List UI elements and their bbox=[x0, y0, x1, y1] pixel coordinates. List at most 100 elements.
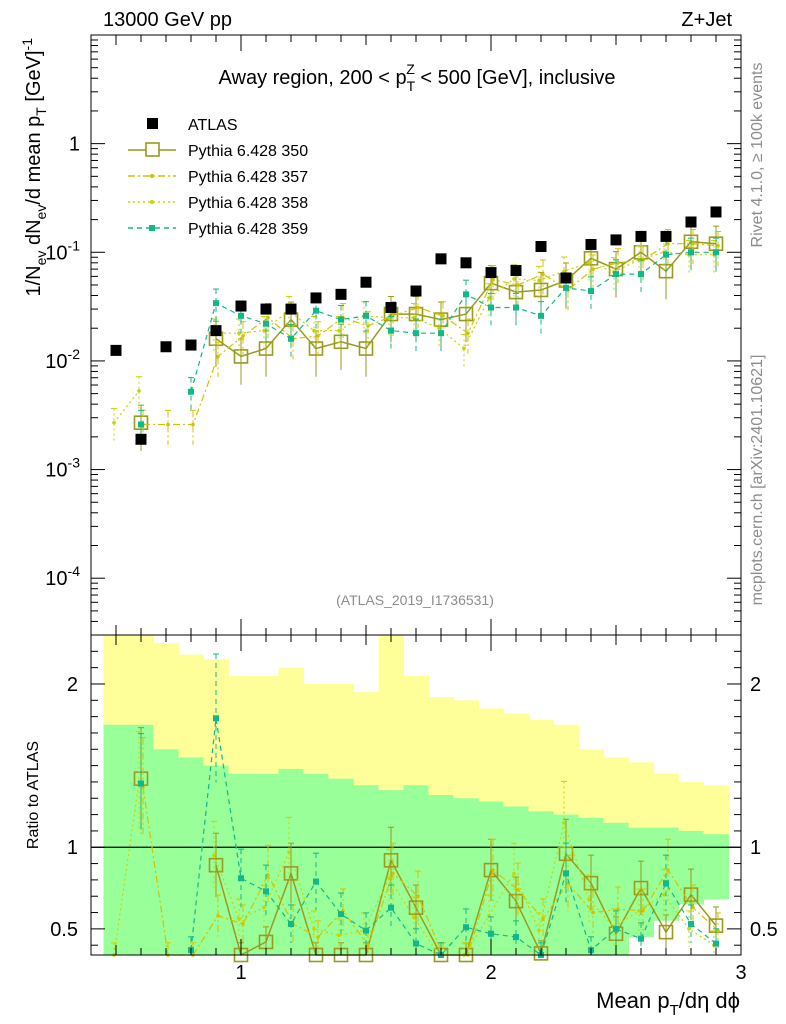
ratio-marker-s357-15 bbox=[491, 868, 495, 872]
legend-label-atlas: ATLAS bbox=[188, 117, 238, 134]
main-marker-atlas-11 bbox=[385, 302, 397, 314]
band-inner-bin-3 bbox=[178, 757, 204, 955]
main-marker-s359-15 bbox=[488, 304, 494, 311]
main-ytick-exp-0: -4 bbox=[68, 563, 81, 579]
ratio-marker-s350-16 bbox=[508, 893, 524, 909]
main-marker-s358-18 bbox=[562, 269, 566, 273]
main-marker-s357-13 bbox=[441, 314, 445, 318]
ratio-marker-s358-21 bbox=[637, 909, 641, 913]
mcplots-label: mcplots.cern.ch [arXiv:2401.10621] bbox=[749, 355, 766, 606]
ratio-marker-s357-16 bbox=[516, 887, 520, 892]
main-marker-s357-20 bbox=[616, 261, 620, 265]
ratio-line-s359-22 bbox=[190, 718, 717, 956]
ratio-xtick-label-2: 3 bbox=[735, 962, 746, 984]
ratio-marker-s358-11 bbox=[387, 876, 391, 881]
main-marker-s359-21 bbox=[638, 271, 644, 278]
ratio-marker-s350-19 bbox=[583, 875, 599, 891]
main-marker-atlas-20 bbox=[610, 234, 622, 246]
main-panel: 10-410-310-210-11 1/Nev dNev/d mean pT [… bbox=[19, 34, 742, 636]
ratio-line-s358-2 bbox=[113, 781, 140, 956]
ratio-marker-s359-14 bbox=[463, 924, 469, 931]
ratio-panel: 1 2 30.5 0.51 12 2 Ratio to ATLAS Mean pT/dη … bbox=[25, 634, 778, 1019]
ratio-marker-s357-4 bbox=[216, 914, 220, 918]
region-title-post: < 500 [GeV], inclusive bbox=[415, 67, 616, 89]
main-marker-s357-17 bbox=[541, 272, 545, 276]
main-marker-atlas-2 bbox=[160, 341, 172, 353]
ratio-marker-s357-23 bbox=[691, 905, 695, 910]
ratio-y-axis-label: Ratio to ATLAS bbox=[25, 741, 42, 849]
main-marker-s357-23 bbox=[691, 241, 695, 246]
legend-marker-atlas bbox=[147, 118, 158, 129]
main-ytick-base-3: 10 bbox=[45, 242, 67, 264]
band-inner-bin-17 bbox=[528, 811, 554, 955]
main-marker-s357-14 bbox=[466, 331, 470, 335]
region-title-sub: T bbox=[407, 78, 416, 94]
main-ytick-label-3: 10-1 bbox=[45, 237, 80, 264]
ratio-marker-s359-16 bbox=[513, 934, 519, 941]
main-marker-s357-3 bbox=[191, 422, 195, 427]
main-marker-s359-12 bbox=[413, 330, 419, 337]
main-ytick-label-0: 10-4 bbox=[45, 563, 80, 590]
main-ytick-label-2: 10-2 bbox=[45, 346, 80, 373]
main-ytick-exp-2: -2 bbox=[68, 346, 81, 362]
main-marker-atlas-5 bbox=[235, 300, 247, 312]
main-marker-atlas-10 bbox=[360, 276, 372, 288]
ratio-ticks: 1 2 30.5 0.51 12 2 bbox=[50, 635, 778, 984]
rivet-label: Rivet 4.1.0, ≥ 100k events bbox=[749, 63, 766, 248]
legend-marker-s357 bbox=[150, 174, 154, 178]
main-line-s357-24 bbox=[143, 243, 719, 426]
main-marker-s359-6 bbox=[263, 320, 269, 327]
region-title-pre: Away region, 200 < p bbox=[219, 67, 407, 89]
main-marker-s350-8 bbox=[308, 341, 324, 356]
main-ytick-label-1: 10-3 bbox=[45, 455, 80, 482]
main-marker-atlas-22 bbox=[660, 230, 672, 242]
band-inner-bin-0 bbox=[103, 724, 129, 955]
main-marker-s357-4 bbox=[216, 354, 220, 359]
main-marker-s358-8 bbox=[312, 328, 316, 333]
main-marker-s359-11 bbox=[388, 327, 394, 334]
ratio-marker-s350-4 bbox=[208, 857, 224, 873]
main-marker-atlas-17 bbox=[535, 241, 547, 253]
main-ylabel-c-sub: T bbox=[33, 107, 49, 116]
main-ylabel-b: dN bbox=[23, 219, 45, 250]
ratio-ytick-label-right-0: 0.5 bbox=[750, 919, 778, 941]
ratio-marker-s358-4 bbox=[212, 853, 216, 858]
ratio-marker-s359-7 bbox=[288, 920, 294, 927]
main-marker-atlas-4 bbox=[210, 325, 222, 337]
ratio-marker-s357-10 bbox=[366, 943, 370, 948]
main-marker-s359-19 bbox=[588, 288, 594, 295]
main-marker-s358-14 bbox=[462, 346, 466, 351]
ratio-marker-s359-11 bbox=[388, 904, 394, 911]
main-marker-atlas-3 bbox=[185, 339, 197, 351]
ratio-marker-s359-15 bbox=[488, 930, 494, 937]
main-ytick-exp-1: -3 bbox=[68, 455, 81, 471]
main-marker-s359-5 bbox=[238, 312, 244, 319]
main-marker-s359-3 bbox=[188, 388, 194, 395]
band-inner-bin-5 bbox=[228, 773, 254, 955]
legend-label-s359: Pythia 6.428 359 bbox=[188, 221, 308, 238]
ratio-marker-s350-21 bbox=[633, 880, 649, 896]
main-ylabel-d: [GeV] bbox=[23, 50, 45, 107]
ratio-ytick-label-right-1: 1 bbox=[750, 837, 761, 859]
band-inner-bin-6 bbox=[253, 773, 279, 955]
main-marker-s350-19 bbox=[583, 251, 599, 266]
main-ylabel-a-sub: ev bbox=[33, 251, 49, 266]
process-label: Z+Jet bbox=[681, 9, 732, 31]
ratio-marker-s358-16 bbox=[512, 871, 516, 876]
main-marker-s359-9 bbox=[338, 316, 344, 323]
ratio-marker-s357-24 bbox=[716, 928, 720, 933]
xlabel-a: Mean p bbox=[596, 988, 669, 1013]
main-marker-s359-24 bbox=[713, 249, 719, 256]
main-marker-atlas-1 bbox=[135, 433, 147, 445]
main-marker-s359-7 bbox=[288, 335, 294, 342]
main-marker-s350-5 bbox=[233, 349, 249, 364]
ratio-line-s357-24 bbox=[142, 786, 719, 956]
main-marker-s358-6 bbox=[262, 328, 266, 333]
main-ticks: 10-410-310-210-11 bbox=[45, 35, 742, 636]
main-marker-s359-8 bbox=[313, 307, 319, 314]
x-axis-label: Mean pT/dη dϕ bbox=[596, 988, 740, 1019]
main-marker-atlas-18 bbox=[560, 272, 572, 284]
main-marker-s350-6 bbox=[258, 341, 274, 356]
main-marker-atlas-8 bbox=[310, 292, 322, 304]
